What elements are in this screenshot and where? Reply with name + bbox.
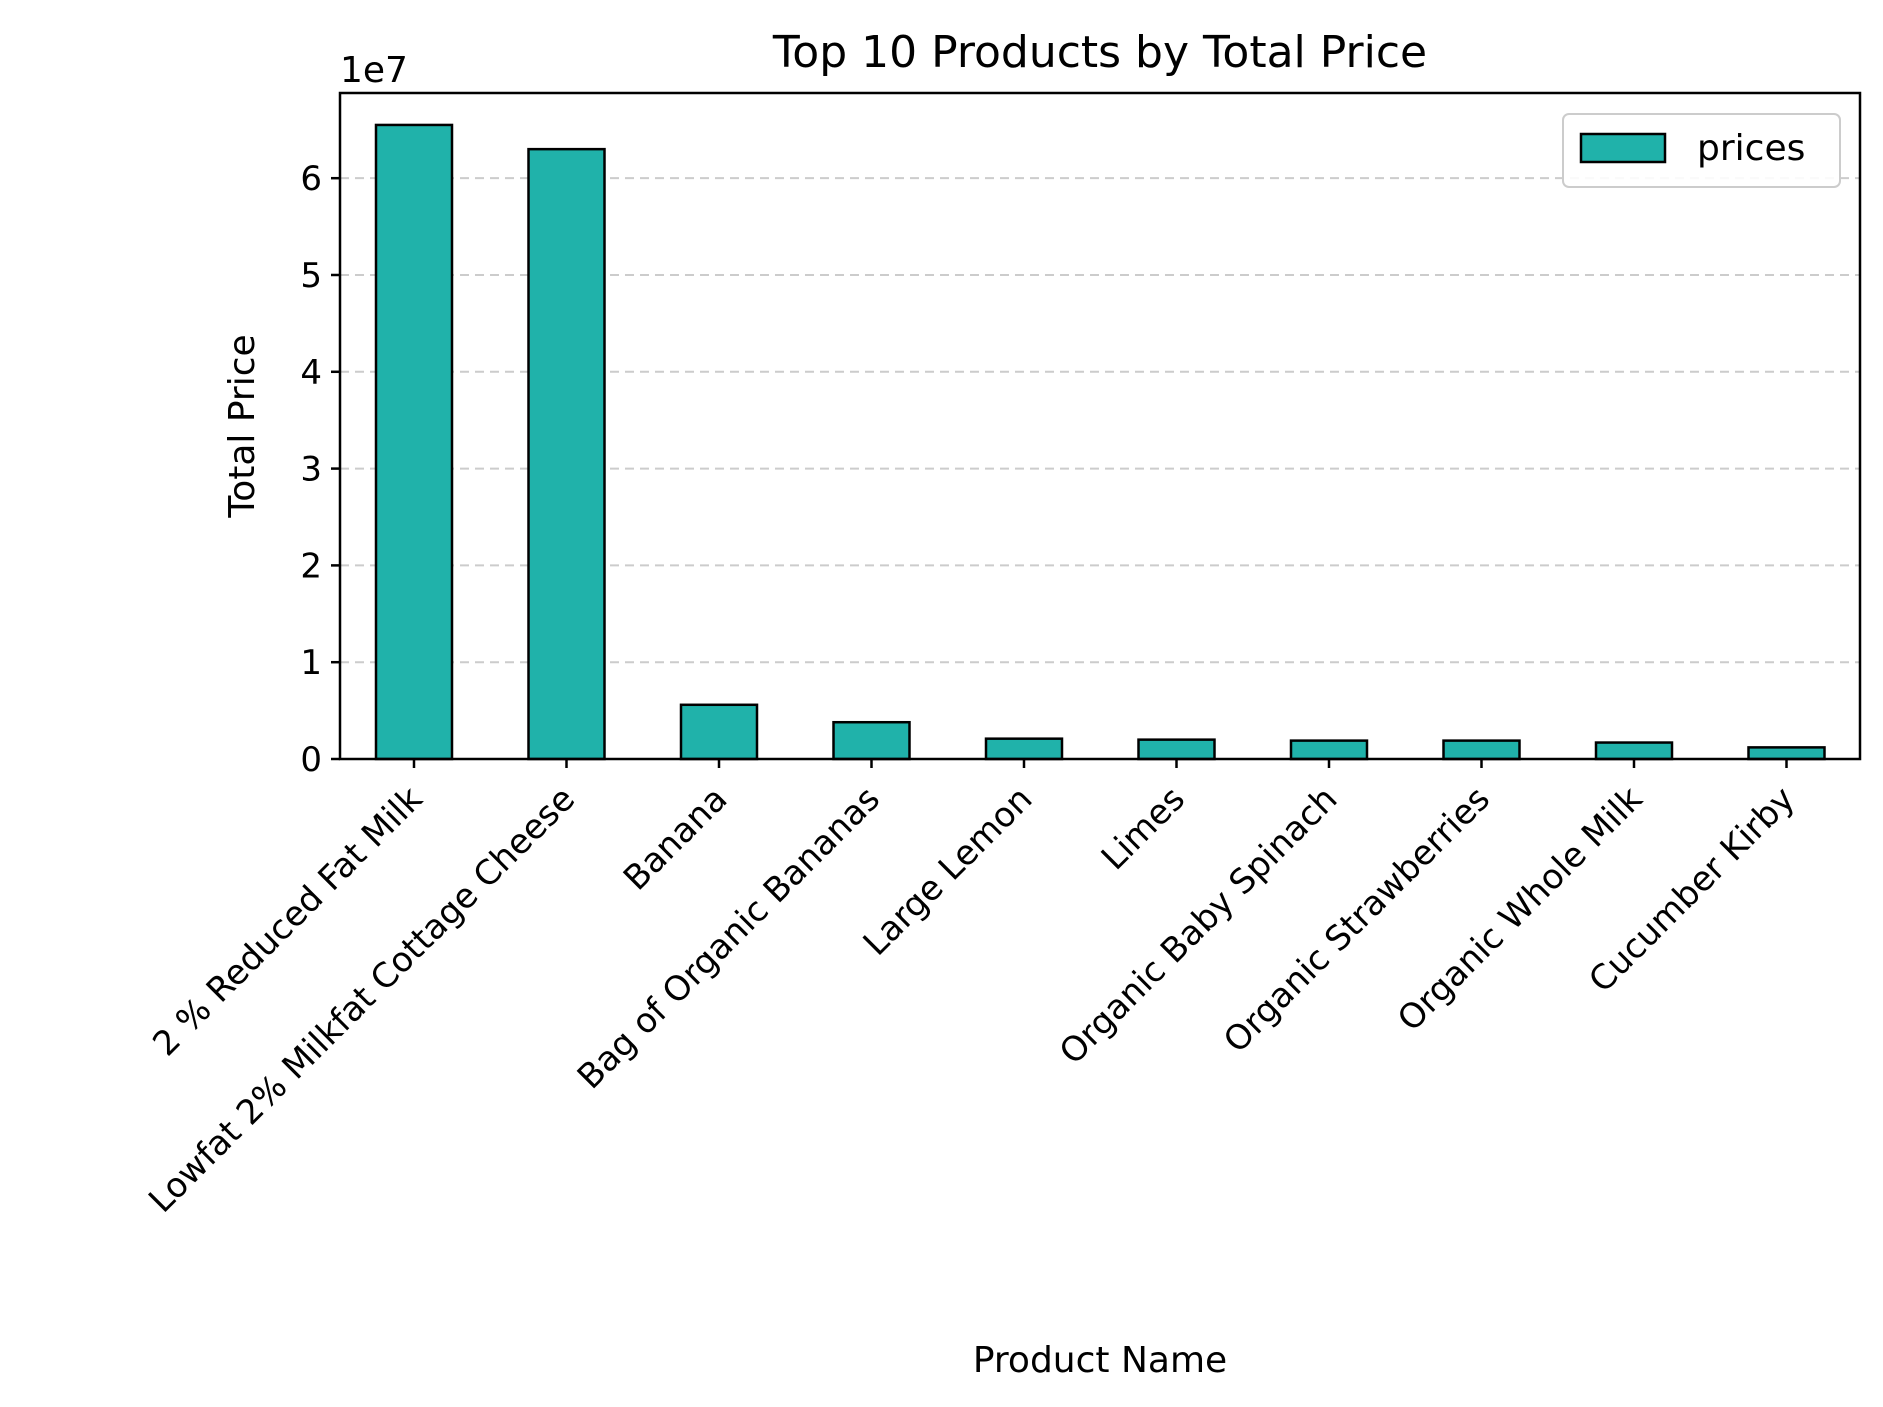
y-tick-label: 4: [300, 353, 322, 393]
y-tick-label: 5: [300, 256, 322, 296]
bar: [1594, 741, 1674, 761]
x-tick-label: Bag of Organic Bananas: [570, 779, 888, 1097]
y-axis-offset-label: 1e7: [340, 50, 408, 91]
plot-frame: [338, 91, 1862, 761]
legend-label-prices: prices: [1697, 128, 1805, 169]
bar: [1442, 739, 1521, 761]
bar: [984, 737, 1064, 761]
chart-title: Top 10 Products by Total Price: [772, 27, 1427, 78]
bar: [1137, 738, 1216, 761]
bar: [374, 123, 454, 761]
x-tick-label: Limes: [1094, 779, 1193, 878]
legend-frame: [1562, 113, 1841, 188]
axes: [338, 91, 1862, 761]
x-tick-label: Organic Baby Spinach: [1052, 779, 1345, 1072]
x-tick-label: Banana: [616, 779, 735, 898]
x-tick-label: Organic Strawberries: [1216, 779, 1498, 1061]
bar: [679, 703, 759, 761]
bar: [527, 147, 606, 761]
y-tick-label: 0: [300, 740, 322, 780]
x-axis-label: Product Name: [973, 1340, 1227, 1381]
legend-swatch: [1579, 132, 1667, 164]
y-tick-label: 1: [300, 643, 322, 683]
y-tick-label: 6: [300, 159, 322, 199]
x-tick-label: Organic Whole Milk: [1390, 779, 1651, 1040]
bar: [832, 720, 911, 761]
y-tick-label: 3: [300, 450, 322, 490]
bar: [1747, 746, 1826, 761]
legend: prices: [1562, 113, 1841, 188]
y-tick-label: 2: [300, 546, 322, 586]
y-axis-label: Total Price: [222, 334, 263, 518]
bars: [374, 123, 1826, 761]
x-tick-label: 2 % Reduced Fat Milk: [145, 779, 430, 1064]
bar: [1289, 739, 1369, 761]
y-ticks: 0 1 2 3 4 5 6: [300, 159, 340, 780]
